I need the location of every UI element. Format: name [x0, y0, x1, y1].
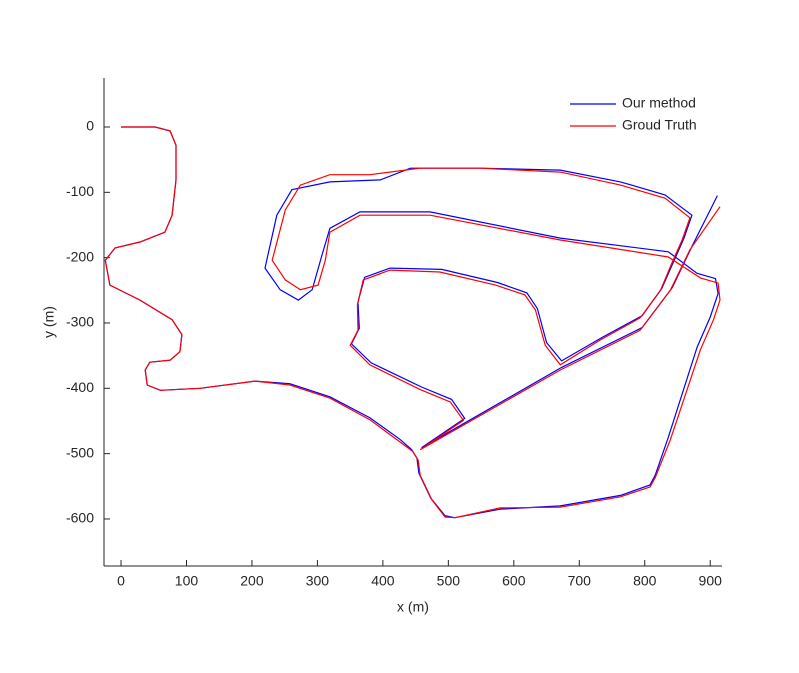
x-tick-label: 600	[502, 573, 526, 589]
y-tick-label: -500	[66, 444, 94, 460]
y-tick-label: -200	[66, 248, 94, 264]
y-tick-label: -100	[66, 183, 94, 199]
x-tick-label: 200	[240, 573, 264, 589]
y-tick-label: 0	[86, 118, 94, 134]
x-tick-label: 300	[306, 573, 330, 589]
trajectory-line	[104, 126, 721, 519]
y-tick-label: -300	[66, 314, 94, 330]
x-tick-label: 500	[437, 573, 461, 589]
y-tick-label: -400	[66, 379, 94, 395]
legend-label: Our method	[622, 95, 696, 111]
x-tick-label: 700	[568, 573, 592, 589]
x-tick-label: 800	[633, 573, 657, 589]
x-tick-label: 900	[699, 573, 723, 589]
legend-label: Groud Truth	[622, 117, 697, 133]
x-tick-label: 0	[117, 573, 125, 589]
y-axis-label: y (m)	[41, 306, 57, 338]
y-tick-label: -600	[66, 510, 94, 526]
x-tick-label: 400	[371, 573, 395, 589]
x-tick-label: 100	[175, 573, 199, 589]
x-axis-label: x (m)	[397, 599, 429, 615]
